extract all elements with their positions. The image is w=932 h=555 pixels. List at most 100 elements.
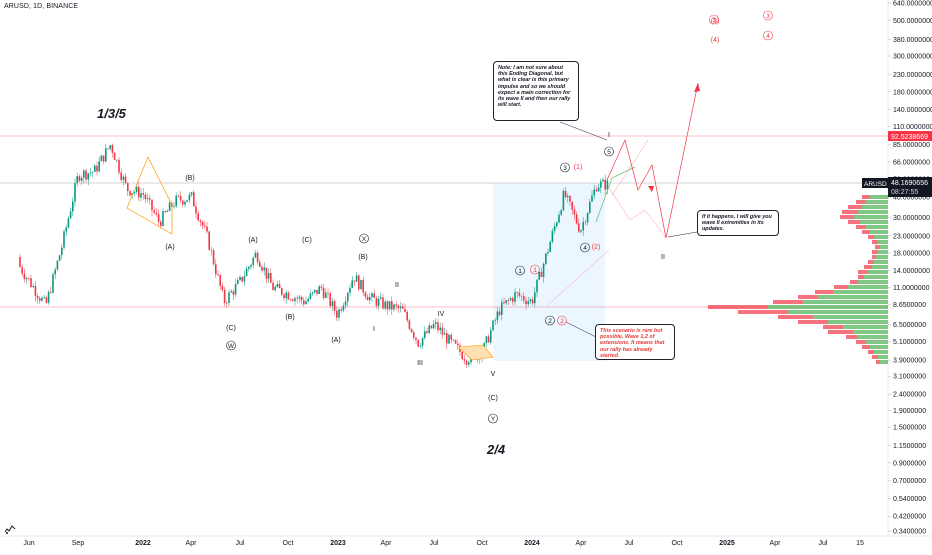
candle-body <box>318 286 320 294</box>
candle-body <box>545 253 547 264</box>
candle-body <box>195 206 197 214</box>
candle-body <box>96 165 98 172</box>
candle-body <box>391 301 393 310</box>
wave-label: IV <box>438 311 445 318</box>
candle-body <box>309 293 312 299</box>
volume-bar-down <box>872 240 878 244</box>
note-bottom: This scenario is rare but possible. Wave… <box>595 324 675 360</box>
candle-body <box>272 282 274 291</box>
wave-label: (C) <box>488 395 498 402</box>
candle-body <box>239 276 241 280</box>
candle-body <box>382 297 384 309</box>
candle-body <box>485 336 488 344</box>
price-tick-label: 66.0000000 <box>893 160 930 167</box>
wave-label: X <box>362 236 367 243</box>
candle-body <box>131 193 133 196</box>
candle-body <box>241 276 243 282</box>
projection-path-alt <box>611 139 649 196</box>
wave-label: I <box>608 132 610 139</box>
candle-body <box>166 210 169 213</box>
candle-body <box>514 292 516 302</box>
candle-body <box>388 301 391 310</box>
price-tick-label: 30.0000000 <box>893 215 930 222</box>
candle-body <box>168 202 171 211</box>
candle-body <box>424 331 426 338</box>
candle-body <box>56 260 59 270</box>
volume-bar-down <box>834 285 848 289</box>
candle-body <box>490 330 492 343</box>
volume-bar-up <box>866 340 888 344</box>
candle-body <box>593 189 595 196</box>
candle-body <box>430 325 433 329</box>
candle-body <box>285 292 287 299</box>
price-tick-label: 1.5000000 <box>893 425 926 432</box>
volume-bar-down <box>815 290 833 294</box>
volume-bar-up <box>866 225 888 229</box>
wave-label: I <box>373 326 375 333</box>
candle-body <box>254 252 257 258</box>
candle-body <box>369 297 371 301</box>
volume-bar-down <box>848 220 860 224</box>
candle-body <box>287 292 290 300</box>
candle-body <box>384 301 386 309</box>
candle-body <box>320 286 323 288</box>
candle-body <box>364 292 367 297</box>
volume-bar-up <box>870 230 888 234</box>
candle-body <box>558 214 560 223</box>
candle-body <box>89 172 92 174</box>
candle-body <box>560 210 562 215</box>
candle-body <box>468 362 470 365</box>
volume-bar-up <box>813 315 888 319</box>
candle-body <box>589 201 591 213</box>
wave-label: III <box>417 360 423 367</box>
candle-body <box>204 225 206 227</box>
candle-body <box>531 299 534 304</box>
candle-body <box>76 176 78 184</box>
candle-body <box>410 329 413 333</box>
candle-body <box>230 291 232 293</box>
price-tick-label: 5.1000000 <box>893 339 926 346</box>
volume-bar-up <box>854 215 888 219</box>
note-right: If it happens, I will give you wave II e… <box>697 210 779 236</box>
volume-bar-down <box>708 305 768 309</box>
candle-body <box>47 291 50 303</box>
volume-bar-up <box>878 250 888 254</box>
price-tick-label: 300.0000000 <box>893 54 932 61</box>
current-price-badge: ARUSD 48.1690656 08:27:55 <box>862 177 932 197</box>
wave-label-circle <box>560 162 570 173</box>
candle-body <box>274 286 276 291</box>
candle-body <box>201 221 204 226</box>
candle-body <box>595 189 598 192</box>
symbol-title[interactable]: ARUSD, 1D, BINANCE <box>4 3 79 10</box>
candle-body <box>292 299 294 302</box>
volume-bar-up <box>880 360 888 364</box>
candle-body <box>41 297 43 301</box>
candle-body <box>584 221 587 223</box>
volume-bar-down <box>864 265 872 269</box>
candle-body <box>397 305 400 309</box>
wave-label-circle <box>763 10 773 21</box>
wave-label-circle <box>545 315 555 326</box>
candle-body <box>549 241 551 252</box>
candle-body <box>342 305 345 311</box>
wave-label: 3 <box>563 165 567 172</box>
countdown-text: 08:27:55 <box>891 189 918 196</box>
current-symbol-text: ARUSD <box>864 181 887 188</box>
volume-bar-up <box>872 265 888 269</box>
candle-body <box>452 339 455 341</box>
candle-body <box>74 183 76 202</box>
candle-body <box>437 322 439 331</box>
price-tick-label: 0.3400000 <box>893 529 926 536</box>
candle-body <box>160 221 162 226</box>
price-tick-label: 230.0000000 <box>893 72 932 79</box>
candle-body <box>296 298 298 299</box>
candle-body <box>69 211 72 219</box>
candle-body <box>360 279 362 290</box>
wave-label: II <box>395 282 399 289</box>
candle-body <box>270 273 272 283</box>
price-tick-label: 3.9000000 <box>893 358 926 365</box>
volume-bar-up <box>874 235 888 239</box>
candle-body <box>395 304 397 306</box>
candle-body <box>527 301 529 305</box>
